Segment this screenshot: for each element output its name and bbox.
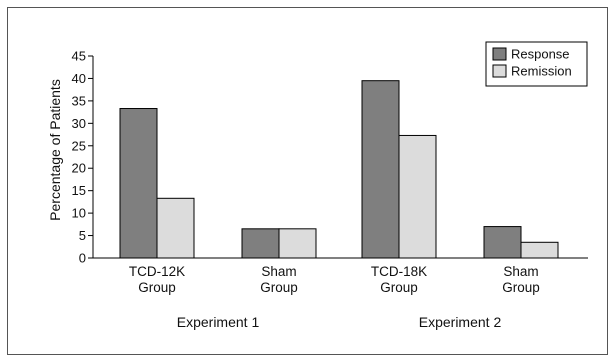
category-labels: TCD-12KGroupShamGroupTCD-18KGroupShamGro…	[129, 264, 540, 330]
y-tick-label: 5	[79, 228, 86, 243]
y-tick-label: 40	[72, 71, 86, 86]
y-tick-label: 15	[72, 183, 86, 198]
bar-response	[241, 228, 280, 259]
bar-remission	[156, 197, 195, 259]
legend: Response Remission	[485, 41, 588, 87]
group-label: Experiment 1	[177, 314, 260, 330]
x-tick-label: Sham	[261, 264, 296, 279]
x-tick-label: Group	[502, 280, 540, 295]
y-tick-label: 30	[72, 116, 86, 131]
x-tick-label: TCD-18K	[371, 264, 427, 279]
x-tick-label: Group	[260, 280, 298, 295]
y-tick-label: 10	[72, 206, 86, 221]
bar-remission	[278, 228, 317, 259]
bar-response	[361, 80, 400, 259]
legend-swatch	[492, 47, 507, 61]
x-tick-label: Group	[380, 280, 418, 295]
y-tick-label: 35	[72, 93, 86, 108]
bars	[119, 80, 559, 259]
bar-response	[119, 108, 158, 259]
legend-swatch	[492, 64, 507, 78]
y-tick-label: 25	[72, 138, 86, 153]
legend-label: Remission	[511, 64, 572, 79]
y-tick-label: 0	[79, 251, 86, 266]
x-tick-label: Sham	[503, 264, 538, 279]
x-tick-label: TCD-12K	[129, 264, 185, 279]
y-tick-label: 20	[72, 161, 86, 176]
bar-response	[483, 226, 522, 259]
y-axis-title: Percentage of Patients	[47, 79, 63, 221]
bar-remission	[398, 134, 437, 259]
group-label: Experiment 2	[419, 314, 502, 330]
x-tick-label: Group	[138, 280, 176, 295]
y-tick-label: 45	[72, 49, 86, 64]
bar-remission	[520, 241, 559, 259]
legend-label: Response	[511, 47, 570, 62]
